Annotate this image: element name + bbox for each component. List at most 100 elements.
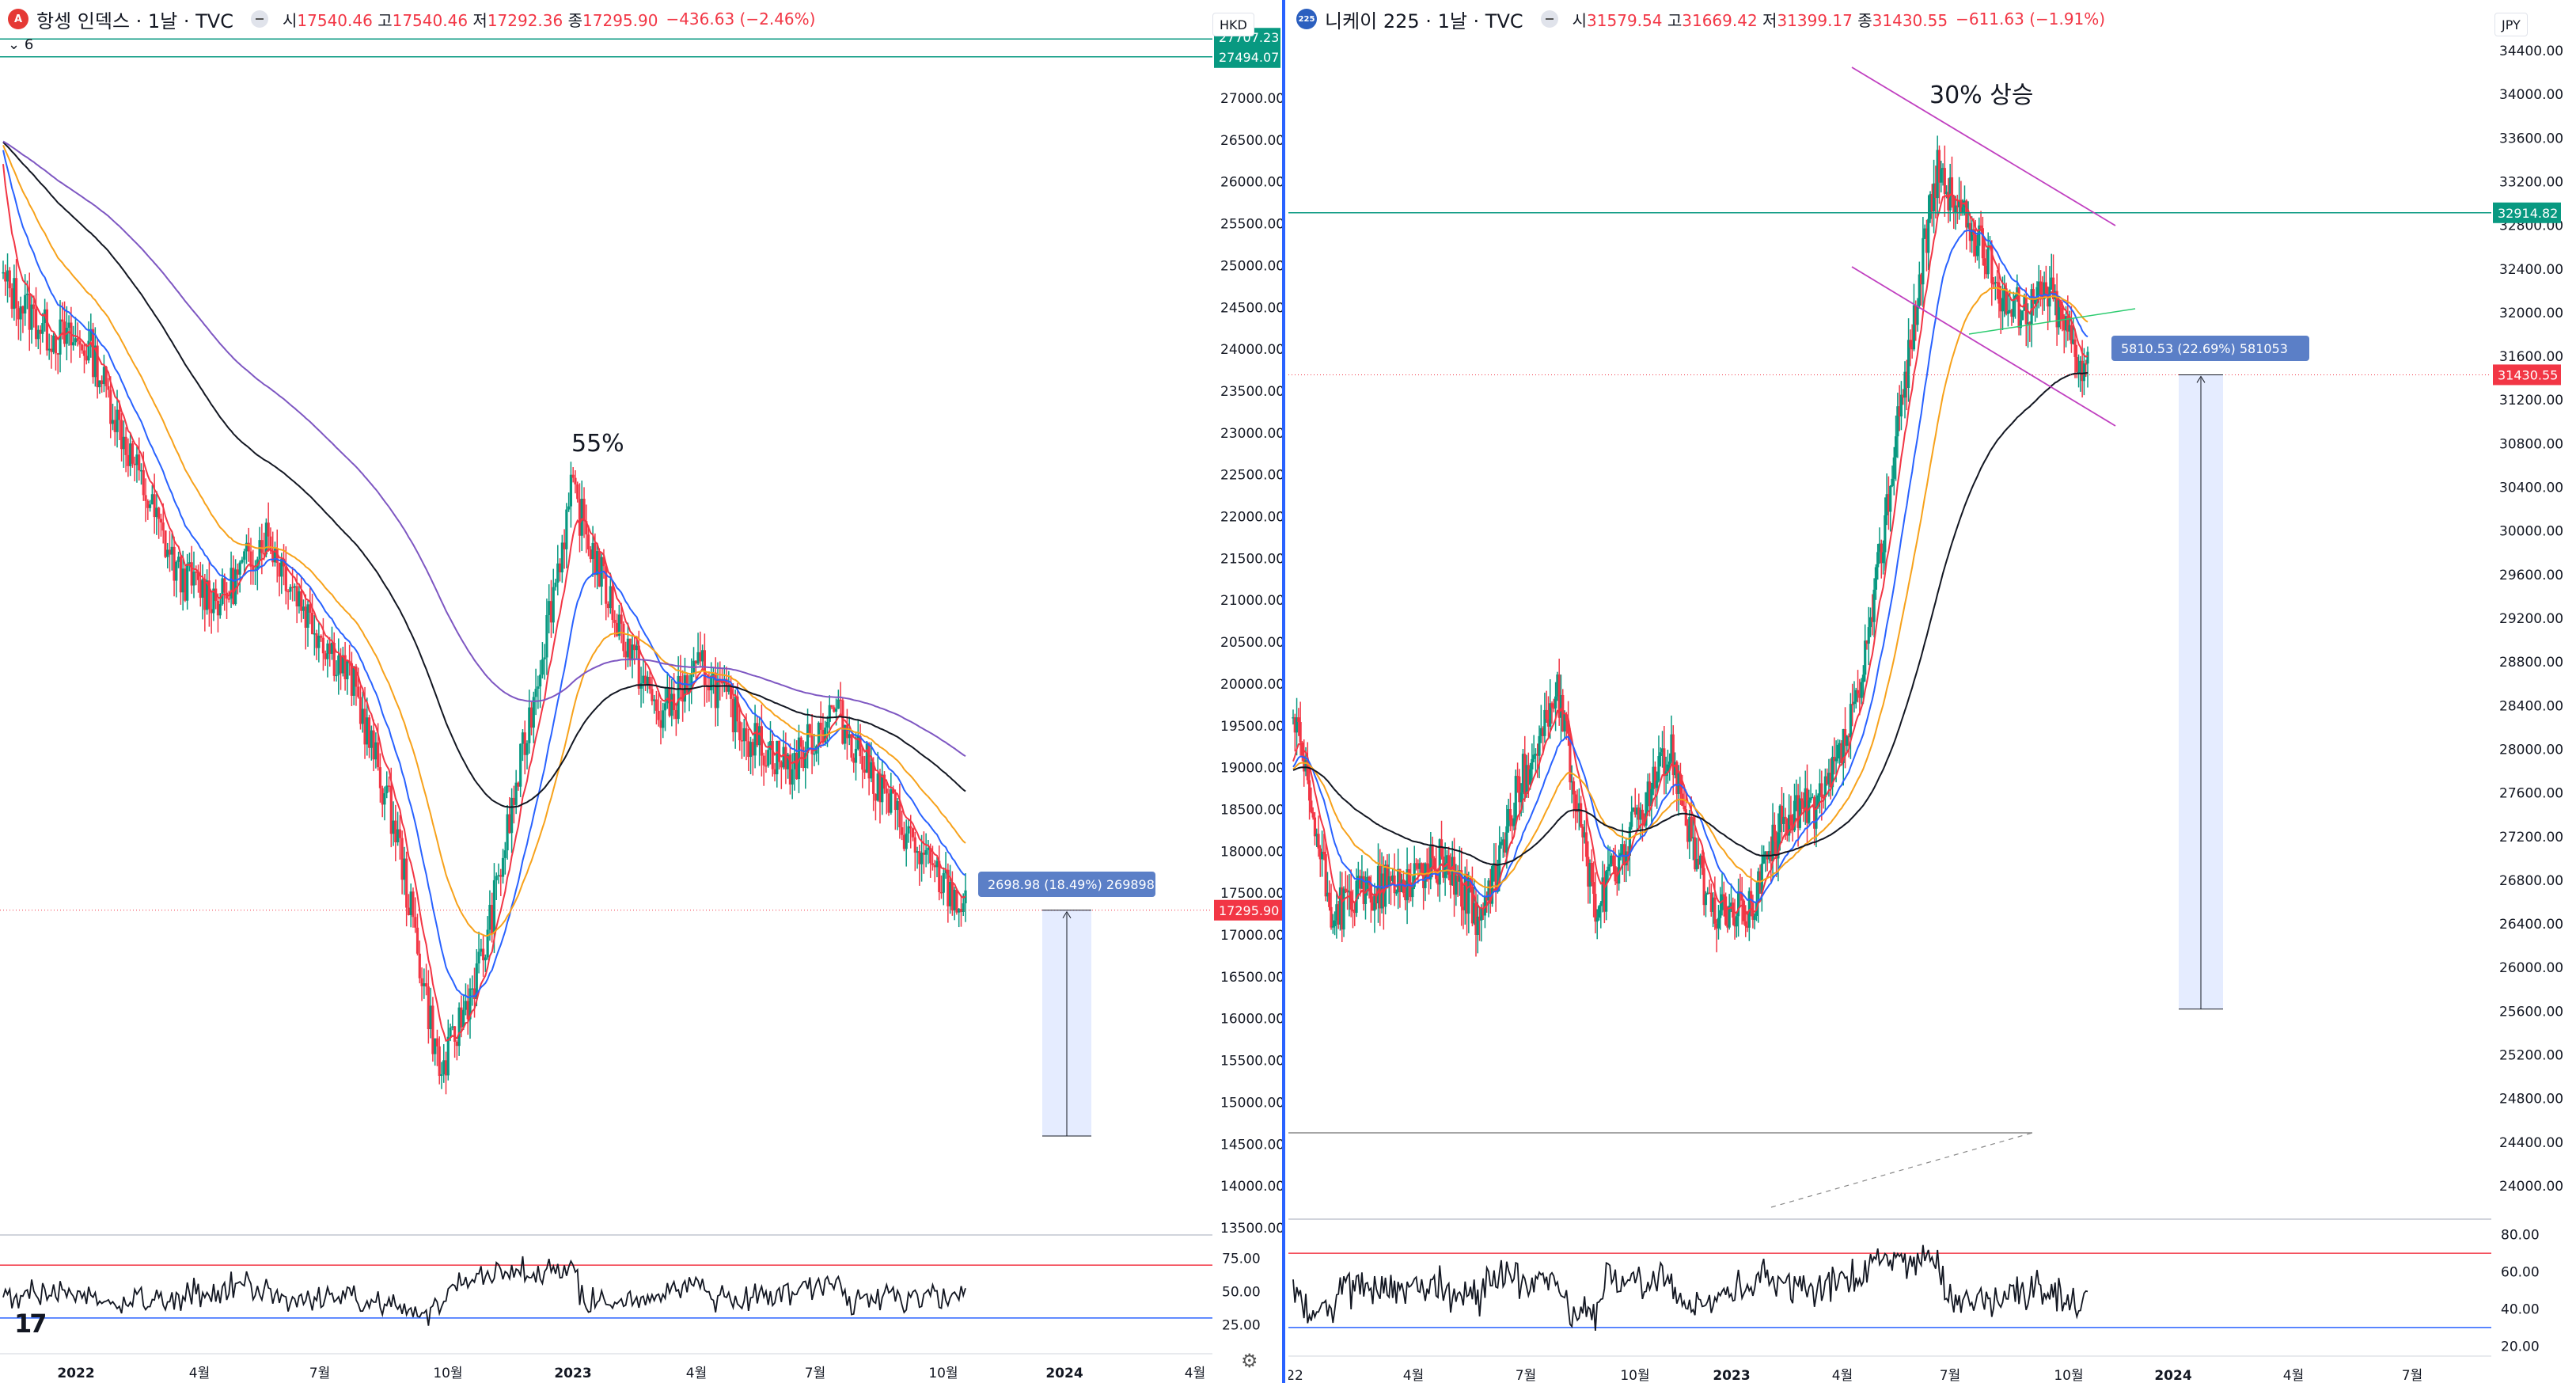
- symbol-title[interactable]: 니케이 225 · 1날 · TVC: [1325, 9, 1523, 32]
- candle-body: [1445, 855, 1448, 864]
- candle-body: [787, 754, 790, 769]
- candle-body: [890, 789, 893, 813]
- candle-body: [764, 765, 768, 767]
- candle-body: [1922, 237, 1925, 285]
- candle-body: [549, 601, 553, 623]
- candle-body: [212, 588, 215, 614]
- candle-body: [854, 748, 858, 763]
- candle-body: [232, 568, 235, 605]
- candle-body: [1697, 858, 1700, 865]
- currency-label[interactable]: JPY: [2494, 13, 2528, 36]
- candle-body: [131, 443, 135, 464]
- candle-body: [1546, 719, 1550, 727]
- candle-body: [192, 572, 195, 586]
- candle-body: [2055, 291, 2058, 328]
- candle-body: [611, 586, 614, 621]
- candle-body: [326, 643, 329, 659]
- candle-body: [1559, 695, 1563, 718]
- candle-body: [1960, 199, 1963, 214]
- hangseng-chart[interactable]: 27000.00 26500.00 26000.00 25500.00 25000.00…: [0, 0, 1282, 1383]
- candle-body: [1382, 873, 1385, 907]
- candle-body: [1583, 832, 1586, 838]
- candle-body: [1737, 891, 1740, 917]
- price-tick-label: 24400.00: [2499, 1135, 2563, 1151]
- candle-body: [1671, 734, 1675, 776]
- indicator-collapse[interactable]: ⌄ 6: [8, 36, 34, 53]
- price-tick-label: 25500.00: [1220, 217, 1282, 233]
- candle-body: [495, 876, 498, 880]
- candle-body: [245, 542, 248, 552]
- candle-body: [405, 858, 408, 908]
- remove-icon[interactable]: [1540, 10, 1558, 28]
- symbol-icon[interactable]: 225: [1296, 9, 1317, 29]
- candle-body: [863, 769, 867, 773]
- candle-body: [91, 329, 95, 378]
- candle-body: [1521, 754, 1525, 793]
- candle-body: [2003, 288, 2006, 298]
- price-tick-label: 21500.00: [1220, 551, 1282, 567]
- candle-body: [924, 849, 928, 855]
- candle-body: [258, 540, 261, 560]
- time-tick-label: 2023: [554, 1366, 591, 1381]
- tradingview-logo[interactable]: 17: [14, 1309, 47, 1339]
- candle-body: [1587, 857, 1590, 887]
- candle-body: [1753, 915, 1756, 920]
- candle-body: [352, 666, 355, 696]
- candle-body: [1798, 798, 1801, 828]
- candle-body: [6, 270, 9, 282]
- candle-body: [1481, 908, 1485, 916]
- candle-body: [901, 827, 904, 835]
- level-badge: [1214, 47, 1280, 68]
- symbol-title[interactable]: 항셍 인덱스 · 1날 · TVC: [36, 9, 233, 32]
- candle-body: [1494, 863, 1497, 892]
- candle-body: [1359, 876, 1362, 889]
- candle-body: [324, 653, 327, 659]
- candle-body: [1310, 800, 1313, 812]
- candle-body: [1715, 923, 1718, 929]
- time-tick-label: 10월: [1620, 1368, 1649, 1383]
- nikkei-chart[interactable]: 34400.0034000.0033600.0033200.0032800.00…: [1288, 0, 2576, 1383]
- chart-panel-nikkei[interactable]: 34400.00 34000.00 33600.00 33200.00 32800.00…: [1288, 0, 2576, 1383]
- candle-body: [104, 367, 108, 386]
- candle-body: [1355, 880, 1358, 914]
- chart-panel-hangseng[interactable]: 27000.00 26500.00 26000.00 25500.00 25000.00…: [0, 0, 1285, 1383]
- candle-body: [657, 710, 660, 720]
- currency-label[interactable]: HKD: [1212, 13, 1254, 36]
- candle-body: [2037, 281, 2040, 287]
- candle-body: [286, 591, 290, 593]
- candle-body: [280, 558, 283, 577]
- candle-body: [36, 329, 40, 340]
- candle-body: [1646, 781, 1649, 792]
- candle-body: [525, 743, 529, 755]
- trend-line: [1968, 308, 2136, 335]
- gear-icon[interactable]: ⚙: [1241, 1350, 1258, 1372]
- symbol-icon[interactable]: A: [8, 9, 28, 29]
- time-tick-label: 7월: [2402, 1368, 2422, 1383]
- price-tick-label: 18000.00: [1220, 844, 1282, 860]
- candle-body: [953, 889, 956, 911]
- candle-body: [1474, 902, 1478, 936]
- candle-body: [1683, 805, 1686, 810]
- candle-body: [243, 551, 246, 560]
- candle-body: [293, 586, 297, 588]
- candle-body: [446, 1036, 450, 1076]
- candle-body: [519, 743, 522, 787]
- candle-body: [646, 676, 649, 685]
- candle-body: [1941, 168, 1944, 169]
- time-tick-label: 7월: [1940, 1368, 1960, 1383]
- candle-body: [1353, 911, 1356, 914]
- price-tick-label: 34000.00: [2499, 87, 2563, 103]
- candle-body: [885, 788, 888, 794]
- candle-body: [1420, 863, 1423, 876]
- candle-body: [210, 609, 213, 614]
- candle-body: [935, 861, 939, 868]
- candle-body: [1659, 752, 1662, 757]
- candle-body: [916, 851, 919, 853]
- candle-body: [1872, 589, 1876, 622]
- candle-body: [155, 507, 158, 518]
- candle-body: [574, 477, 577, 484]
- candle-body: [1892, 457, 1895, 479]
- last-price-badge-label: 17295.90: [1219, 903, 1279, 918]
- candle-body: [2050, 277, 2053, 287]
- remove-icon[interactable]: [251, 10, 268, 28]
